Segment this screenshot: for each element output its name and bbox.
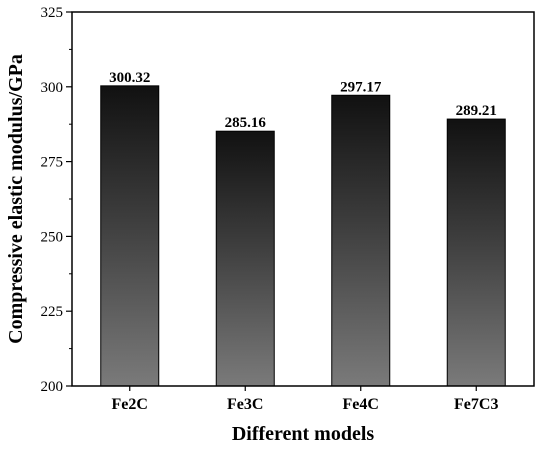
data-labels-group: 300.32 285.16 297.17 289.21 [109, 70, 497, 131]
y-tick-label: 250 [41, 229, 64, 245]
data-label-fe4c: 297.17 [340, 79, 382, 95]
x-tick-label-fe4c: Fe4C [343, 396, 379, 413]
bar-fe4c [331, 94, 391, 387]
x-tick-label-fe3c: Fe3C [227, 396, 263, 413]
y-tick-label: 225 [41, 304, 64, 320]
bar-fe2c [100, 85, 160, 387]
y-tick-label: 300 [41, 80, 64, 96]
x-axis-title: Different models [232, 423, 375, 445]
y-tick-label: 325 [41, 5, 64, 21]
x-tick-label-fe7c3: Fe7C3 [454, 396, 498, 413]
bars-group [100, 85, 506, 387]
x-tick-label-fe2c: Fe2C [112, 396, 148, 413]
data-label-fe3c: 285.16 [225, 115, 267, 131]
y-tick-label: 200 [41, 379, 64, 395]
x-axis-ticks: Fe2C Fe3C Fe4C Fe7C3 [112, 386, 498, 413]
bar-fe3c [215, 130, 275, 387]
y-axis-ticks: 200 225 250 275 300 325 [41, 5, 72, 395]
bar-fe7c3 [446, 118, 506, 387]
data-label-fe7c3: 289.21 [456, 103, 497, 119]
plot-frame [71, 11, 535, 387]
y-axis-title: Compressive elastic modulus/GPa [5, 54, 27, 344]
data-label-fe2c: 300.32 [109, 70, 150, 86]
y-tick-label: 275 [41, 155, 64, 171]
